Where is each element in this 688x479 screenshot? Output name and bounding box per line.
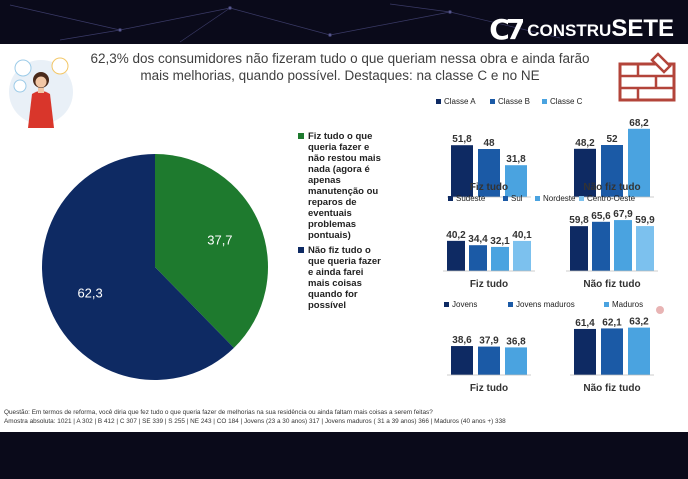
legend-label-jovens-maduros: Jovens maduros	[516, 300, 575, 309]
legend-swatch	[298, 247, 304, 253]
legend-swatch-nordeste	[535, 196, 540, 201]
pie-legend-item-nao-fiz-tudo: Não fiz tudo o que queria fazer e ainda …	[298, 245, 382, 311]
bar-value-label: 59,8	[569, 215, 589, 226]
legend-swatch-classe-a	[436, 99, 441, 104]
mouse-cursor-highlight	[656, 306, 664, 314]
bar-centro-oeste-nao-fiz-tudo	[636, 226, 654, 271]
bar-maduros-nao-fiz-tudo	[628, 327, 650, 375]
pie-legend: Fiz tudo o que queria fazer e não restou…	[298, 131, 382, 315]
bar-value-label: 40,1	[512, 230, 532, 241]
legend-swatch-sudeste	[448, 196, 453, 201]
bar-sudeste-nao-fiz-tudo	[570, 226, 588, 271]
footnote: Questão: Em termos de reforma, você diri…	[4, 408, 506, 426]
bar-value-label: 67,9	[613, 209, 633, 220]
legend-swatch-classe-c	[542, 99, 547, 104]
construsete-logo: C7 CONSTRUSETE	[489, 13, 674, 44]
bar-sul-fiz-tudo	[469, 245, 487, 271]
pie-slice-nao-fiz-tudo	[41, 154, 234, 380]
legend-label-jovens: Jovens	[452, 300, 477, 309]
legend-label-centro-oeste: Centro-Oeste	[587, 194, 636, 203]
logo-brand: CONSTRUSETE	[527, 15, 674, 42]
bar-classe-a-fiz-tudo	[451, 145, 473, 197]
legend-swatch	[298, 133, 304, 139]
category-label-fiz-tudo: Fiz tudo	[470, 182, 508, 193]
pie-chart: 37,7 62,3	[41, 154, 268, 380]
bar-classe-c-nao-fiz-tudo	[628, 128, 650, 197]
bar-nordeste-fiz-tudo	[491, 246, 509, 271]
bar-value-label: 40,2	[446, 230, 466, 241]
logo-mark: C7	[489, 13, 525, 44]
bar-classe-b-fiz-tudo	[478, 149, 500, 197]
bar-classe-c-fiz-tudo	[505, 165, 527, 197]
pie-slice-fiz-tudo	[155, 154, 268, 348]
footnote-question: Questão: Em termos de reforma, você diri…	[4, 409, 433, 416]
bar-jovens-maduros-nao-fiz-tudo	[601, 328, 623, 375]
legend-swatch-sul	[503, 196, 508, 201]
bar-centro-oeste-fiz-tudo	[513, 240, 531, 271]
legend-label-classe-c: Classe C	[550, 97, 583, 106]
legend-label-maduros: Maduros	[612, 300, 643, 309]
category-label-nao-fiz-tudo: Não fiz tudo	[583, 383, 640, 394]
pie-legend-item-fiz-tudo: Fiz tudo o que queria fazer e não restou…	[298, 131, 382, 241]
legend-swatch-maduros	[604, 302, 609, 307]
category-label-nao-fiz-tudo: Não fiz tudo	[583, 279, 640, 290]
bar-sul-nao-fiz-tudo	[592, 221, 610, 271]
bar-charts: Classe A Classe B Classe C 51,8 48 31,8 Fiz tu…	[436, 97, 658, 394]
bar-nordeste-nao-fiz-tudo	[614, 220, 632, 271]
construction-tools-icon	[618, 52, 676, 102]
legend-label-sul: Sul	[511, 194, 523, 203]
bar-value-label: 59,9	[635, 215, 655, 226]
bar-value-label: 62,1	[602, 317, 622, 328]
category-label-nao-fiz-tudo: Não fiz tudo	[583, 182, 640, 193]
bar-maduros-fiz-tudo	[505, 347, 527, 375]
category-label-fiz-tudo: Fiz tudo	[470, 279, 508, 290]
bar-classe-b-nao-fiz-tudo	[601, 145, 623, 197]
thinking-woman-illustration	[9, 57, 73, 128]
bar-value-label: 37,9	[479, 336, 499, 347]
bar-jovens-nao-fiz-tudo	[574, 328, 596, 375]
legend-label-nordeste: Nordeste	[543, 194, 576, 203]
top-band: C7 CONSTRUSETE	[0, 0, 688, 44]
bar-value-label: 68,2	[629, 118, 649, 129]
bar-sudeste-fiz-tudo	[447, 240, 465, 271]
footnote-sample: Amostra absoluta: 1021 | A 302 | B 412 |…	[4, 418, 506, 425]
bar-value-label: 61,4	[575, 318, 595, 329]
bar-value-label: 48,2	[575, 138, 595, 149]
slide-title: 62,3% dos consumidores não fizeram tudo …	[90, 51, 590, 83]
legend-label-sudeste: Sudeste	[456, 194, 486, 203]
bar-value-label: 31,8	[506, 154, 526, 165]
bar-value-label: 48	[483, 138, 495, 149]
bar-jovens-maduros-fiz-tudo	[478, 346, 500, 375]
legend-swatch-jovens	[444, 302, 449, 307]
bar-value-label: 51,8	[452, 134, 472, 145]
network-pattern-decoration	[9, 3, 561, 43]
bar-value-label: 65,6	[591, 211, 611, 222]
legend-label-classe-a: Classe A	[444, 97, 476, 106]
bar-classe-a-nao-fiz-tudo	[574, 148, 596, 197]
bar-value-label: 52	[606, 134, 618, 145]
legend-label-classe-b: Classe B	[498, 97, 530, 106]
pie-value-label-fiz-tudo: 37,7	[207, 233, 232, 248]
slide: 62,3% dos consumidores não fizeram tudo …	[0, 44, 688, 432]
category-label-fiz-tudo: Fiz tudo	[470, 383, 508, 394]
bottom-band	[0, 432, 688, 479]
bar-value-label: 34,4	[468, 234, 488, 245]
legend-label: Fiz tudo o que queria fazer e não restou…	[308, 131, 381, 241]
bar-value-label: 38,6	[452, 335, 472, 346]
legend-label: Não fiz tudo o que queria fazer e ainda …	[308, 245, 381, 311]
legend-swatch-centro-oeste	[579, 196, 584, 201]
bar-jovens-fiz-tudo	[451, 346, 473, 375]
legend-swatch-jovens-maduros	[508, 302, 513, 307]
bar-value-label: 63,2	[629, 317, 649, 328]
legend-swatch-classe-b	[490, 99, 495, 104]
bar-value-label: 32,1	[490, 236, 510, 247]
pie-value-label-nao-fiz-tudo: 62,3	[77, 285, 102, 300]
bar-value-label: 36,8	[506, 336, 526, 347]
